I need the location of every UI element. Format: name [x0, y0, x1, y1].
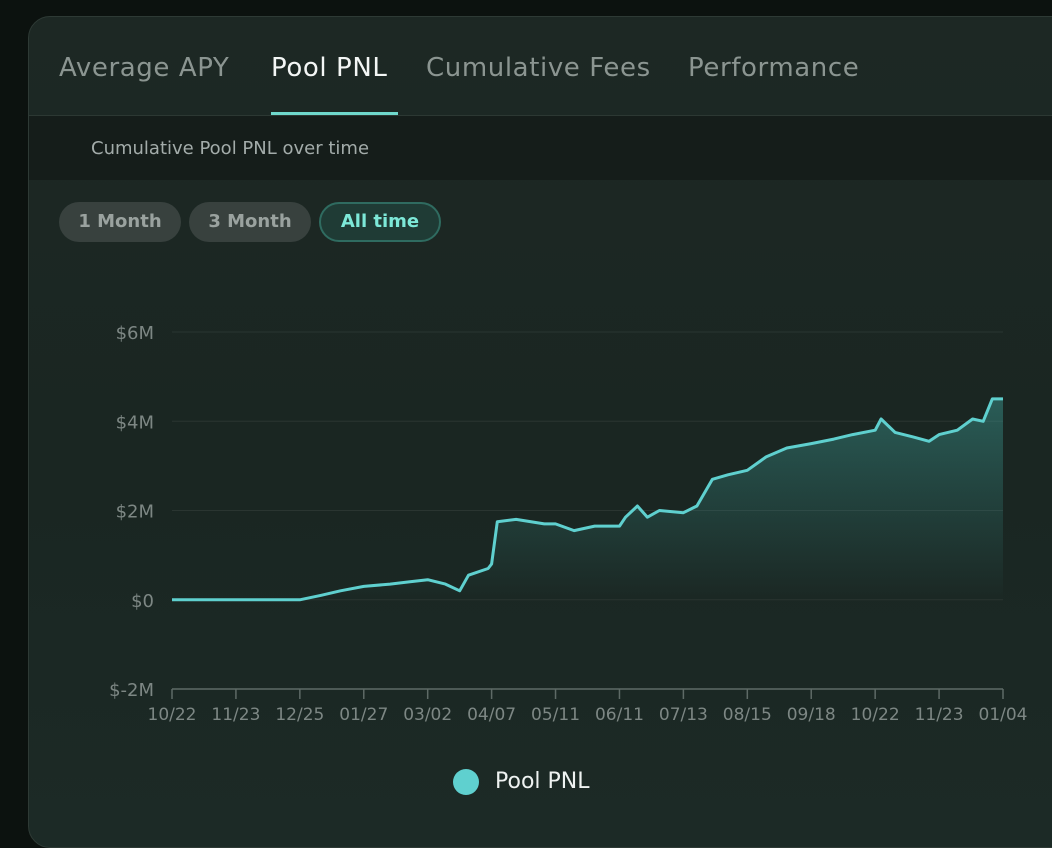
x-tick-label: 11/23: [915, 705, 964, 725]
x-tick-label: 06/11: [595, 705, 644, 725]
x-tick-label: 03/02: [403, 705, 452, 725]
x-tick-label: 07/13: [659, 705, 708, 725]
tab-pool-pnl[interactable]: Pool PNL: [271, 53, 388, 83]
pool-pnl-chart: $6M $4M $2M $0 $-2M 10/22 11/23 12/25 01/27 03/0…: [109, 323, 1028, 725]
x-tick-label: 12/25: [275, 705, 324, 725]
active-tab-indicator: [271, 112, 398, 115]
tab-performance[interactable]: Performance: [688, 53, 860, 83]
legend-label-pool-pnl: Pool PNL: [495, 769, 590, 794]
legend-swatch-pool-pnl: [453, 769, 479, 795]
tab-bar: Average APY Pool PNL Cumulative Fees Per…: [29, 17, 1052, 116]
y-tick-label: $0: [131, 591, 154, 612]
pool-pnl-area: [172, 398, 1003, 600]
chart-subtitle: Cumulative Pool PNL over time: [91, 138, 370, 159]
tab-average-apy[interactable]: Average APY: [59, 53, 230, 83]
x-tick-label: 10/22: [851, 705, 900, 725]
x-tick-label: 01/04: [979, 705, 1028, 725]
y-tick-label: $4M: [116, 412, 154, 433]
range-1-month-button[interactable]: 1 Month: [59, 202, 181, 242]
y-tick-label: $-2M: [109, 680, 154, 701]
x-tick-label: 10/22: [148, 705, 197, 725]
chart-subtitle-bar: Cumulative Pool PNL over time: [29, 116, 1052, 180]
pool-pnl-line: [172, 397, 1003, 602]
x-tick-label: 08/15: [723, 705, 772, 725]
x-tick-label: 01/27: [339, 705, 388, 725]
x-tick-label: 04/07: [467, 705, 516, 725]
tab-cumulative-fees[interactable]: Cumulative Fees: [426, 53, 651, 83]
y-tick-label: $6M: [116, 323, 154, 344]
y-axis-labels: $6M $4M $2M $0 $-2M: [109, 323, 154, 701]
y-tick-label: $2M: [116, 502, 154, 523]
range-all-time-button[interactable]: All time: [319, 202, 441, 242]
x-tick-label: 11/23: [211, 705, 260, 725]
x-tick-label: 09/18: [787, 705, 836, 725]
pool-pnl-card: Average APY Pool PNL Cumulative Fees Per…: [28, 16, 1052, 848]
range-3-month-button[interactable]: 3 Month: [189, 202, 311, 242]
x-tick-label: 05/11: [531, 705, 580, 725]
x-axis: 10/22 11/23 12/25 01/27 03/02 04/07 05/11 06/11…: [148, 688, 1028, 725]
